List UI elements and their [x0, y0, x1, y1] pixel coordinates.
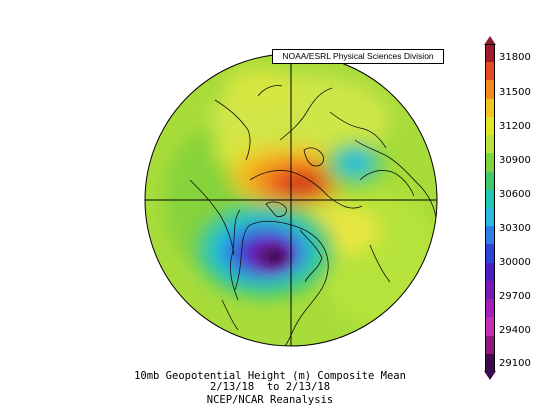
colorbar-tick: 30300 — [499, 223, 531, 234]
colorbar-cap-bottom — [484, 371, 496, 380]
colorbar-segment — [485, 208, 495, 227]
colorbar-segment — [485, 98, 495, 118]
colorbar-segment — [485, 226, 495, 245]
colorbar-tick: 31800 — [499, 52, 531, 63]
colorbar-segment — [485, 280, 495, 300]
colorbar-segment — [485, 153, 495, 173]
colorbar-segment — [485, 189, 495, 209]
colorbar-tick: 30000 — [499, 257, 531, 268]
colorbar-cap-top — [484, 36, 496, 45]
colorbar-segment — [485, 62, 495, 81]
caption-source: NCEP/NCAR Reanalysis — [206, 394, 334, 406]
colorbar-segment — [485, 244, 495, 264]
colorbar-segment — [485, 317, 495, 337]
colorbar-tick: 31500 — [499, 87, 531, 98]
colorbar-segment — [485, 262, 495, 282]
colorbar-segment — [485, 135, 495, 154]
colorbar-segment — [485, 299, 495, 318]
colorbar-tick: 30900 — [499, 155, 531, 166]
credit-label: NOAA/ESRL Physical Sciences Division — [272, 49, 444, 64]
colorbar-tick: 29400 — [499, 325, 531, 336]
colorbar-segment — [485, 44, 495, 63]
colorbar-tick: 31200 — [499, 121, 531, 132]
colorbar-segment — [485, 80, 495, 100]
colorbar — [485, 44, 495, 373]
caption-title: 10mb Geopotential Height (m) Composite M… — [134, 370, 406, 382]
colorbar-tick: 30600 — [499, 189, 531, 200]
colorbar-segment — [485, 353, 495, 373]
colorbar-segment — [485, 335, 495, 355]
colorbar-tick: 29100 — [499, 358, 531, 369]
colorbar-segment — [485, 171, 495, 191]
coastlines — [189, 85, 437, 346]
caption-dates: 2/13/18 to 2/13/18 — [209, 381, 331, 393]
colorbar-tick: 29700 — [499, 291, 531, 302]
colorbar-segment — [485, 116, 495, 136]
